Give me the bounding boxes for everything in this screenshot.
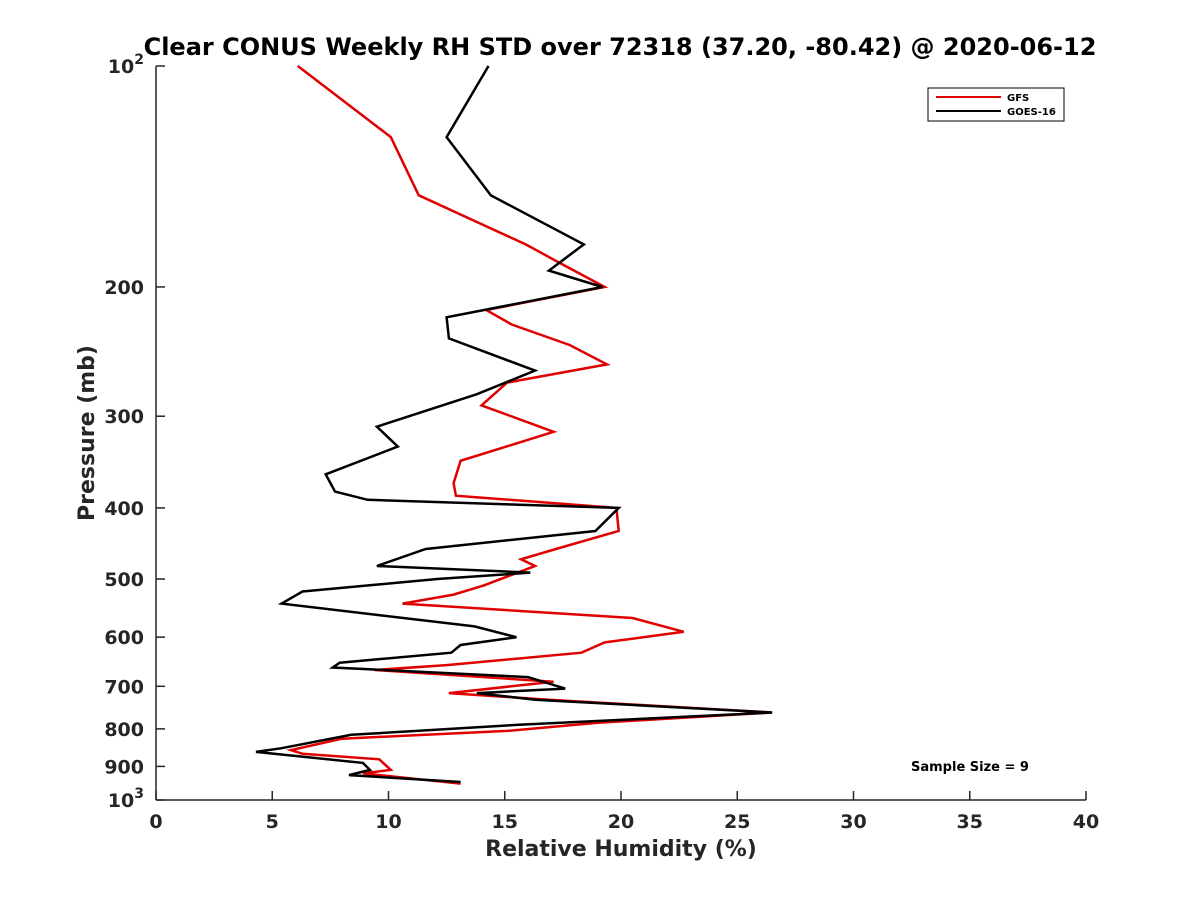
- x-tick-label: 0: [149, 811, 162, 833]
- x-axis-label: Relative Humidity (%): [485, 837, 757, 862]
- y-tick-label: 103: [108, 786, 144, 812]
- series-line-goes16: [255, 65, 773, 784]
- x-tick-label: 30: [840, 811, 866, 833]
- y-tick-label: 300: [104, 406, 144, 428]
- x-tick-label: 10: [375, 811, 401, 833]
- x-tick-label: 35: [957, 811, 983, 833]
- y-tick-label: 900: [104, 756, 144, 778]
- y-tick-label: 700: [104, 676, 144, 698]
- plot-axes: [155, 66, 1086, 801]
- x-tick-label: 20: [608, 811, 634, 833]
- y-axis-label: Pressure (mb): [75, 345, 100, 521]
- chart-title: Clear CONUS Weekly RH STD over 72318 (37…: [144, 33, 1097, 61]
- legend-box: [927, 87, 1065, 122]
- legend-label-goes16: GOES-16: [1007, 107, 1056, 118]
- x-tick-label: 25: [724, 811, 750, 833]
- y-tick-label: 400: [104, 498, 144, 520]
- series-layer: [255, 65, 773, 785]
- y-tick-label: 200: [104, 277, 144, 299]
- x-tick-label: 40: [1073, 811, 1099, 833]
- y-ticks: 102 200 300 400 500 600 700 800 900 103: [104, 52, 165, 812]
- legend: GFS GOES-16: [927, 87, 1065, 122]
- x-ticks: 0 5 10 15 20 25 30 35 40: [149, 791, 1099, 833]
- legend-label-gfs: GFS: [1007, 93, 1029, 104]
- y-tick-label: 600: [104, 627, 144, 649]
- series-line-gfs: [286, 65, 773, 785]
- x-tick-label: 5: [266, 811, 279, 833]
- sample-size-annotation: Sample Size = 9: [911, 760, 1029, 775]
- y-tick-label: 500: [104, 569, 144, 591]
- y-tick-label: 800: [104, 719, 144, 741]
- y-tick-label: 102: [108, 52, 144, 78]
- x-tick-label: 15: [492, 811, 518, 833]
